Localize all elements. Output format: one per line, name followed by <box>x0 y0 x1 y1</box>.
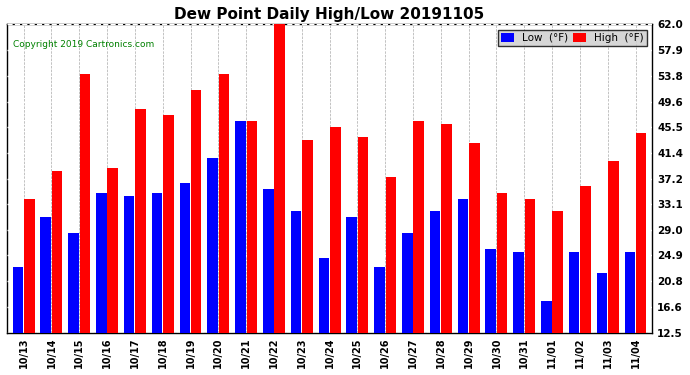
Bar <box>319 258 329 333</box>
Bar <box>108 168 118 333</box>
Bar <box>79 74 90 333</box>
Bar <box>608 161 619 333</box>
Bar <box>275 21 285 333</box>
Bar <box>413 121 424 333</box>
Bar <box>358 136 368 333</box>
Bar <box>374 267 385 333</box>
Bar <box>457 199 469 333</box>
Bar <box>541 302 551 333</box>
Bar <box>302 140 313 333</box>
Bar <box>430 211 440 333</box>
Bar <box>263 189 273 333</box>
Bar <box>497 192 507 333</box>
Title: Dew Point Daily High/Low 20191105: Dew Point Daily High/Low 20191105 <box>175 7 484 22</box>
Bar <box>12 267 23 333</box>
Bar <box>513 252 524 333</box>
Bar <box>246 121 257 333</box>
Bar <box>636 134 647 333</box>
Bar <box>330 127 341 333</box>
Bar <box>235 121 246 333</box>
Bar <box>219 74 229 333</box>
Bar <box>41 217 51 333</box>
Bar <box>163 115 174 333</box>
Bar <box>580 186 591 333</box>
Bar <box>24 199 34 333</box>
Bar <box>191 90 201 333</box>
Bar <box>152 192 162 333</box>
Bar <box>597 273 607 333</box>
Bar <box>52 171 62 333</box>
Bar <box>135 108 146 333</box>
Bar <box>469 143 480 333</box>
Bar <box>207 158 218 333</box>
Bar <box>524 199 535 333</box>
Bar <box>386 177 396 333</box>
Bar <box>441 124 452 333</box>
Bar <box>124 196 135 333</box>
Text: Copyright 2019 Cartronics.com: Copyright 2019 Cartronics.com <box>13 40 155 49</box>
Bar <box>486 249 496 333</box>
Bar <box>179 183 190 333</box>
Legend: Low  (°F), High  (°F): Low (°F), High (°F) <box>498 30 647 46</box>
Bar <box>290 211 302 333</box>
Bar <box>346 217 357 333</box>
Bar <box>402 233 413 333</box>
Bar <box>569 252 580 333</box>
Bar <box>68 233 79 333</box>
Bar <box>553 211 563 333</box>
Bar <box>96 192 107 333</box>
Bar <box>624 252 635 333</box>
